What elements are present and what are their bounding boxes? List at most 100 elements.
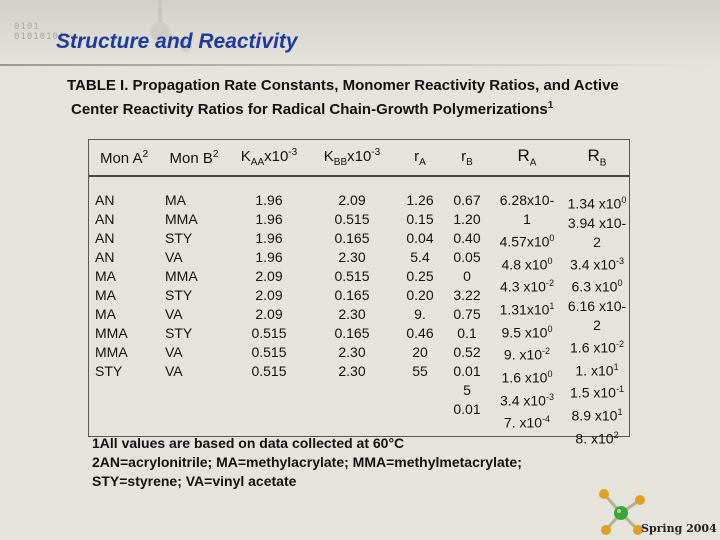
cell-rb: 0.05 (453, 249, 481, 265)
cell-RB: 3.4 x10-3 (570, 255, 624, 273)
cell-RB: 1.6 x10-2 (570, 338, 624, 356)
cell-rb: 5 (463, 382, 471, 398)
cell-mon_b: STY (165, 230, 193, 246)
cell-RB: 6.3 x100 (571, 278, 623, 295)
column-RA: 6.28x10- 1 4.57x100 4.8 x100 4.3 x10-2 1.31x1… (489, 191, 565, 436)
cell-RA: 6.28x10- (499, 192, 555, 208)
cell-kbb: 0.515 (334, 211, 370, 227)
cell-mon_b: VA (165, 363, 183, 379)
cell-RA: 7. x10-4 (503, 414, 551, 431)
cell-mon_b: VA (165, 306, 183, 322)
cell-mon_a: AN (95, 192, 115, 208)
cell-kaa: 1.96 (255, 230, 283, 246)
cell-ra: 20 (412, 344, 428, 360)
header-band (0, 0, 720, 68)
cell-mon_a: AN (95, 211, 115, 227)
column-mon-b: MA MMA STY VA MMA STY VA STY VA VA (159, 191, 229, 436)
cell-kaa: 2.09 (255, 268, 283, 284)
cell-RA: 9.5 x100 (501, 323, 553, 341)
cell-mon_a: AN (95, 230, 115, 246)
cell-mon_a: MA (95, 268, 116, 284)
molecule-model-icon (599, 489, 645, 535)
binary-decoration: 0101 01010101 (14, 22, 66, 42)
cell-ra: 55 (412, 363, 428, 379)
cell-rb: 0.40 (453, 230, 481, 246)
column-rb: 0.67 1.20 0.40 0.05 0 3.22 0.75 0.1 0.52 0.01 5 0.0… (445, 191, 489, 436)
footnotes: 1All values are based on data collected … (92, 434, 692, 491)
cell-RB: 1.5 x10-1 (570, 384, 624, 401)
header-RB: RB (587, 146, 607, 169)
cell-kaa: 0.515 (251, 325, 287, 341)
cell-kbb: 2.30 (338, 344, 366, 360)
cell-RA: 1.31x101 (499, 300, 555, 318)
cell-RB: 6.16 x10- (567, 297, 627, 314)
cell-rb: 1.20 (453, 211, 481, 227)
cell-RA: 3.4 x10-3 (500, 391, 554, 409)
cell-RA: 4.8 x100 (501, 255, 553, 273)
column-ra: 1.26 0.15 0.04 5.4 0.25 0.20 9. 0.46 20 55 (395, 191, 445, 436)
molecule-decoration-icon (150, 0, 192, 52)
header-rb: rB (461, 147, 473, 168)
cell-RA: 4.3 x10-2 (500, 278, 554, 295)
cell-mon_a: MA (95, 306, 116, 322)
header-ra: rA (414, 147, 426, 168)
cell-kbb: 0.165 (334, 230, 370, 246)
cell-kbb: 2.30 (338, 306, 366, 322)
cell-mon_a: AN (95, 249, 115, 265)
cell-kaa: 0.515 (251, 363, 287, 379)
cell-RB: 1. x101 (575, 361, 619, 379)
cell-ra: 0.04 (406, 230, 434, 246)
cell-RB: 1.34 x100 (567, 195, 627, 212)
footnote-3: STY=styrene; VA=vinyl acetate (92, 473, 297, 489)
cell-ra: 0.25 (406, 268, 434, 284)
header-mon-b: Mon B2 (169, 148, 219, 167)
footer-date: Spring 2004 (641, 522, 717, 535)
column-kaa: 1.96 1.96 1.96 1.96 2.09 2.09 2.09 0.515 0.515 0.… (229, 191, 309, 436)
slide-title: Structure and Reactivity (56, 30, 298, 53)
cell-RA: 1.6 x100 (501, 368, 553, 386)
table-header-row: Mon A2 Mon B2 KAAx10-3 KBBx10-3 rA rB RA… (89, 140, 629, 177)
cell-RA: 1 (523, 211, 531, 227)
cell-ra: 0.20 (406, 287, 434, 303)
cell-ra: 0.15 (406, 211, 434, 227)
cell-rb: 3.22 (453, 287, 481, 303)
cell-kaa: 1.96 (255, 192, 283, 208)
cell-mon_a: MMA (95, 344, 128, 360)
header-kaa: KAAx10-3 (240, 147, 298, 168)
cell-kbb: 0.165 (334, 287, 370, 303)
cell-mon_b: MMA (165, 268, 198, 284)
cell-mon_b: MA (165, 192, 186, 208)
cell-ra: 0.46 (406, 325, 434, 341)
cell-mon_b: STY (165, 287, 193, 303)
header-RA: RA (517, 146, 537, 169)
cell-rb: 0.1 (457, 325, 477, 341)
rate-constants-table: Mon A2 Mon B2 KAAx10-3 KBBx10-3 rA rB RA… (88, 139, 630, 446)
header-kbb: KBBx10-3 (323, 147, 381, 168)
cell-mon_b: STY (165, 325, 193, 341)
cell-mon_b: MMA (165, 211, 198, 227)
cell-RA: 9. x10-2 (503, 346, 551, 363)
cell-rb: 0.75 (453, 306, 481, 322)
cell-kbb: 2.30 (338, 249, 366, 265)
footnote-1: 1All values are based on data collected … (92, 435, 405, 451)
cell-ra: 1.26 (406, 192, 434, 208)
caption-line-1: TABLE I. Propagation Rate Constants, Mon… (67, 77, 619, 94)
cell-kbb: 2.09 (338, 192, 366, 208)
cell-RB: 8.9 x101 (571, 406, 623, 424)
cell-RB: 3.94 x10- (567, 214, 627, 231)
cell-kbb: 0.165 (334, 325, 370, 341)
cell-kaa: 0.515 (251, 344, 287, 360)
cell-RB: 8. x102 (575, 429, 619, 447)
cell-kbb: 2.30 (338, 363, 366, 379)
cell-RA: 4.57x100 (499, 233, 555, 250)
cell-rb: 0.67 (453, 192, 481, 208)
cell-rb: 0.01 (453, 401, 481, 417)
cell-kaa: 2.09 (255, 306, 283, 322)
footnote-2: 2AN=acrylonitrile; MA=methylacrylate; MM… (92, 454, 522, 470)
caption-line-2: Center Reactivity Ratios for Radical Cha… (71, 100, 554, 118)
column-RB: 1.34 x100 3.94 x10- 2 3.4 x10-3 6.3 x100 6.16… (565, 191, 629, 446)
cell-kaa: 1.96 (255, 211, 283, 227)
header-mon-a: Mon A2 (99, 148, 149, 167)
cell-ra: 9. (414, 306, 426, 322)
cell-RB: 2 (593, 316, 601, 333)
